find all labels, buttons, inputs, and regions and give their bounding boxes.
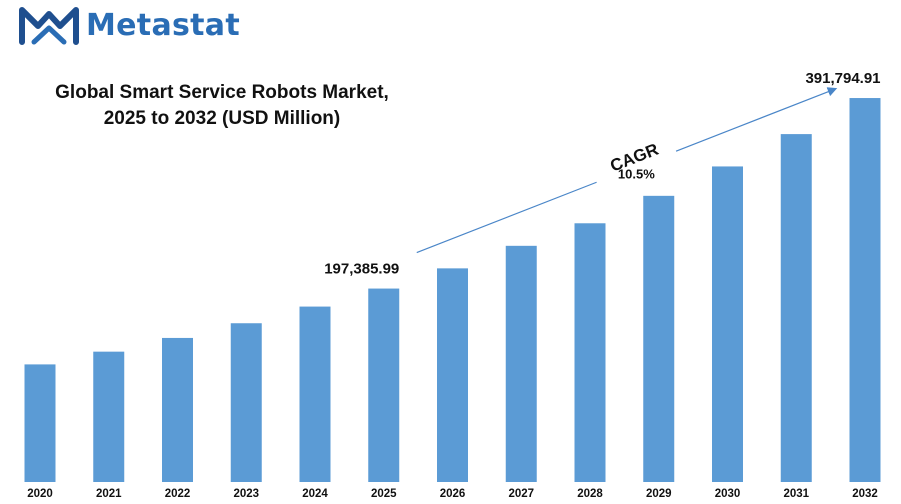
bar-2026 (437, 268, 468, 482)
x-tick-2021: 2021 (96, 488, 122, 500)
bar-2024 (299, 306, 331, 482)
x-tick-2027: 2027 (508, 488, 534, 500)
data-label-2025: 197,385.99 (324, 261, 399, 278)
brand-logo: Metastat (18, 4, 240, 46)
x-tick-2025: 2025 (371, 488, 397, 500)
bar-2025 (368, 288, 400, 482)
brand-name: Metastat (86, 7, 240, 43)
cagr-arrow-segment-2 (675, 87, 838, 152)
bar-2030 (712, 166, 743, 482)
x-tick-2026: 2026 (440, 488, 466, 500)
bar-2031 (780, 134, 812, 482)
cagr-value: 10.5% (618, 167, 655, 182)
metastat-m-logo-icon (19, 7, 79, 45)
bar-2020 (24, 364, 56, 482)
chart-title: Global Smart Service Robots Market, 2025… (32, 80, 412, 132)
x-tick-2022: 2022 (165, 488, 191, 500)
chart-title-line-1: Global Smart Service Robots Market, (55, 82, 389, 103)
bar-2029 (643, 195, 675, 482)
bar-2022 (162, 337, 193, 482)
bar-2023 (230, 323, 262, 482)
x-tick-2028: 2028 (577, 488, 603, 500)
x-tick-2024: 2024 (302, 488, 328, 500)
bar-2021 (93, 351, 125, 482)
x-tick-2031: 2031 (783, 488, 809, 500)
x-tick-2023: 2023 (233, 488, 259, 500)
chart-title-line-2: 2025 to 2032 (USD Million) (103, 108, 341, 129)
bar-2032 (849, 98, 881, 482)
cagr-arrow-segment-1 (416, 181, 597, 254)
bar-2028 (574, 223, 606, 482)
data-label-2032: 391,794.91 (805, 70, 880, 87)
bar-2027 (505, 245, 537, 482)
x-tick-2029: 2029 (646, 488, 672, 500)
x-tick-2020: 2020 (27, 488, 53, 500)
x-tick-2032: 2032 (852, 488, 878, 500)
x-tick-2030: 2030 (715, 488, 741, 500)
